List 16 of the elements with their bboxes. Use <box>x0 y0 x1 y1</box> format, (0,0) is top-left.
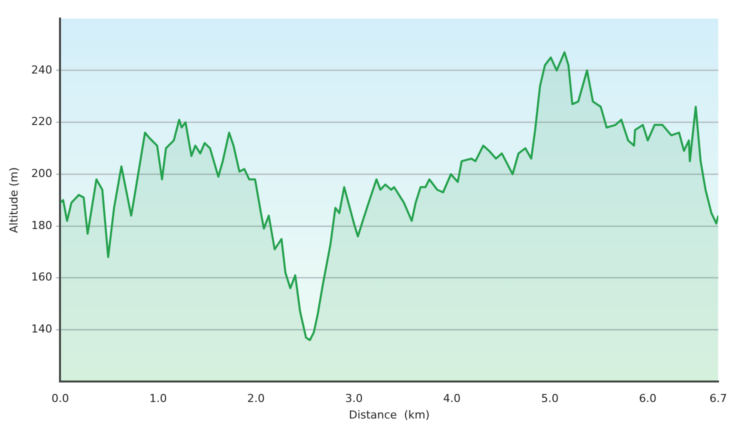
x-tick-label: 1.0 <box>149 392 167 406</box>
x-axis-title: Distance (km) <box>348 408 430 422</box>
y-tick-label: 200 <box>31 167 52 180</box>
y-tick-label: 240 <box>31 63 52 76</box>
x-tick-label: 6.0 <box>638 392 656 406</box>
x-tick-label: 0.0 <box>51 392 69 406</box>
x-tick-label: 5.0 <box>541 392 559 406</box>
y-tick-label: 160 <box>31 270 52 284</box>
x-tick-label: 2.0 <box>247 392 265 406</box>
x-tick-label: 3.0 <box>345 392 363 406</box>
x-tick-label: 4.0 <box>443 392 461 406</box>
y-axis-title: Altitude (m) <box>7 167 20 233</box>
y-tick-label: 140 <box>31 322 52 336</box>
y-tick-label: 220 <box>31 115 52 128</box>
x-tick-label: 6.7 <box>710 392 728 406</box>
y-tick-label: 180 <box>31 218 52 232</box>
